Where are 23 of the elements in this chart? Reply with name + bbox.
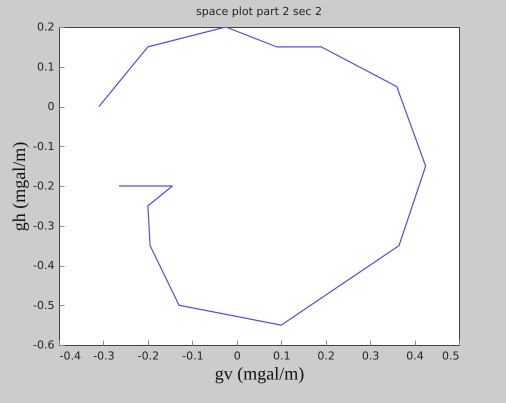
x-tick-label: 0.1 — [272, 350, 290, 362]
x-tick-label: 0.4 — [406, 350, 424, 362]
y-tick-label: 0.2 — [37, 20, 54, 34]
x-tick-label: -0.3 — [93, 350, 115, 362]
x-tick-label: 0.2 — [317, 350, 335, 362]
x-tick-label: 0 — [234, 350, 241, 362]
x-tick-label: 0.3 — [362, 350, 380, 362]
y-tick-label: -0.3 — [33, 219, 54, 232]
y-tick-label: -0.6 — [33, 338, 54, 352]
y-axis-title: gh (mgal/m) — [9, 142, 30, 232]
y-tick-label: -0.1 — [33, 140, 54, 153]
y-tick-label: 0.1 — [37, 60, 54, 74]
chart-title: space plot part 2 sec 2 — [196, 5, 322, 18]
y-tick-label: -0.4 — [33, 259, 54, 272]
y-tick-label: -0.5 — [33, 298, 54, 312]
x-axis-title: gv (mgal/m) — [214, 364, 304, 384]
x-tick-label: -0.2 — [138, 350, 160, 362]
y-tick-label: 0 — [48, 100, 54, 113]
x-tick-label: -0.4 — [60, 350, 81, 362]
x-tick-label: -0.1 — [182, 350, 204, 362]
line-series — [98, 27, 426, 326]
y-tick-label: -0.2 — [33, 180, 54, 192]
x-tick-label: 0.5 — [442, 350, 460, 362]
